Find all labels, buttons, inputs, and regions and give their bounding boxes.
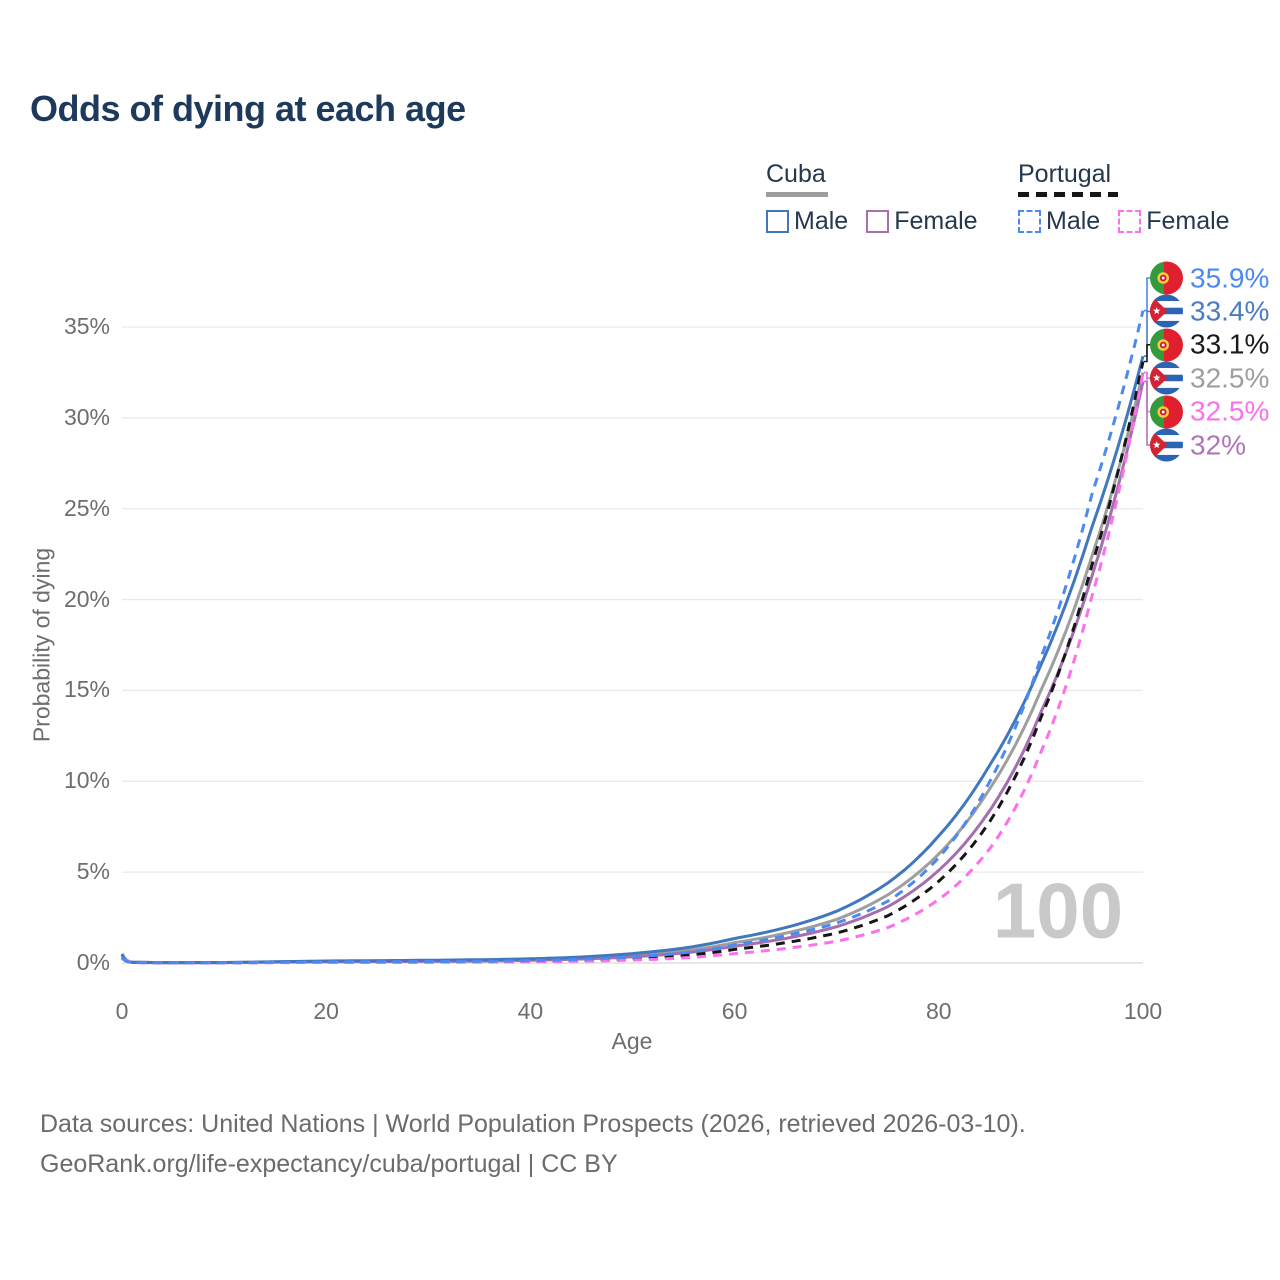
legend-label-portugal-female[interactable]: Female [1146,207,1230,235]
legend-swatch-cuba-male[interactable] [766,210,789,233]
legend-group-cuba: Cuba Male Female [766,160,978,236]
y-tick-label: 25% [63,494,110,521]
x-tick-label: 0 [115,998,129,1024]
end-label-leader [1144,310,1151,357]
end-label-cuba: 32.5% [1150,361,1270,395]
y-tick-label: 15% [63,676,110,703]
end-label-leader [1144,380,1151,446]
legend-label-cuba-female[interactable]: Female [894,207,978,235]
x-tick-label: 100 [1123,998,1163,1024]
legend-swatch-portugal-female[interactable] [1118,210,1142,233]
y-tick-label: 0% [76,949,110,975]
end-label-cuba: 32% [1150,428,1247,462]
end-label-portugal: 35.9% [1150,261,1270,295]
legend-country-portugal[interactable]: Portugal [1018,160,1112,188]
x-tick-label: 80 [926,998,952,1024]
end-label-value: 32.5% [1190,362,1270,394]
curve-cuba-both[interactable] [120,372,1145,965]
end-label-value: 35.9% [1190,262,1270,293]
x-tick-label: 20 [313,998,339,1024]
y-tick-label: 30% [63,403,110,430]
age-watermark: 100 [992,866,1124,955]
chart-title: Odds of dying at each age [30,88,466,129]
legend-group-portugal: Portugal Male Female [1018,160,1230,236]
curve-cuba-female[interactable] [120,381,1145,965]
x-tick-label: 40 [517,998,544,1024]
y-tick-label: 5% [76,858,110,885]
footer-sources: Data sources: United Nations | World Pop… [40,1110,1026,1138]
y-tick-label: 35% [63,313,110,339]
curve-portugal-male[interactable] [120,310,1145,965]
end-label-value: 32.5% [1190,395,1270,427]
end-label-portugal: 33.1% [1150,328,1270,362]
x-tick-label: 60 [721,998,748,1024]
y-tick-label: 20% [63,585,110,612]
legend-country-cuba[interactable]: Cuba [766,160,826,188]
footer-note: Data sources: United Nations | World Pop… [40,1104,1026,1184]
curve-portugal-female[interactable] [121,372,1145,965]
flag-icon-portugal [1150,395,1183,429]
legend-swatch-cuba-female[interactable] [866,210,890,233]
footer-link: GeoRank.org/life-expectancy/cuba/portuga… [40,1150,618,1178]
flag-icon-cuba [1150,294,1183,328]
flag-icon-portugal [1150,328,1183,362]
flag-icon-cuba [1150,428,1183,462]
legend-label-portugal-male[interactable]: Male [1046,207,1101,235]
end-label-value: 33.4% [1190,295,1270,327]
end-label-cuba: 33.4% [1150,294,1270,328]
end-label-leader [1144,277,1151,312]
end-label-portugal: 32.5% [1150,395,1270,429]
end-label-value: 33.1% [1190,328,1270,360]
end-label-leader [1144,344,1151,363]
flag-icon-cuba [1150,361,1183,395]
flag-icon-portugal [1150,261,1183,295]
legend-swatch-portugal-male[interactable] [1018,210,1041,233]
legend-line-cuba-total-icon [766,192,828,197]
y-axis-title: Probability of dying [28,547,55,743]
legend-label-cuba-male[interactable]: Male [794,207,849,235]
y-tick-label: 10% [63,767,110,794]
x-axis-title: Age [611,1028,653,1054]
end-label-value: 32% [1190,429,1247,460]
legend-line-portugal-total-icon [1018,192,1118,197]
